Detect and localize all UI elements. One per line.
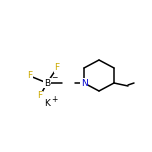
Text: F: F xyxy=(54,64,60,73)
Text: +: + xyxy=(52,95,58,104)
Text: N: N xyxy=(81,78,87,88)
Text: −: − xyxy=(52,74,58,83)
Text: F: F xyxy=(37,92,43,100)
Text: F: F xyxy=(28,71,33,81)
Text: B: B xyxy=(44,78,50,88)
Text: K: K xyxy=(44,100,50,109)
